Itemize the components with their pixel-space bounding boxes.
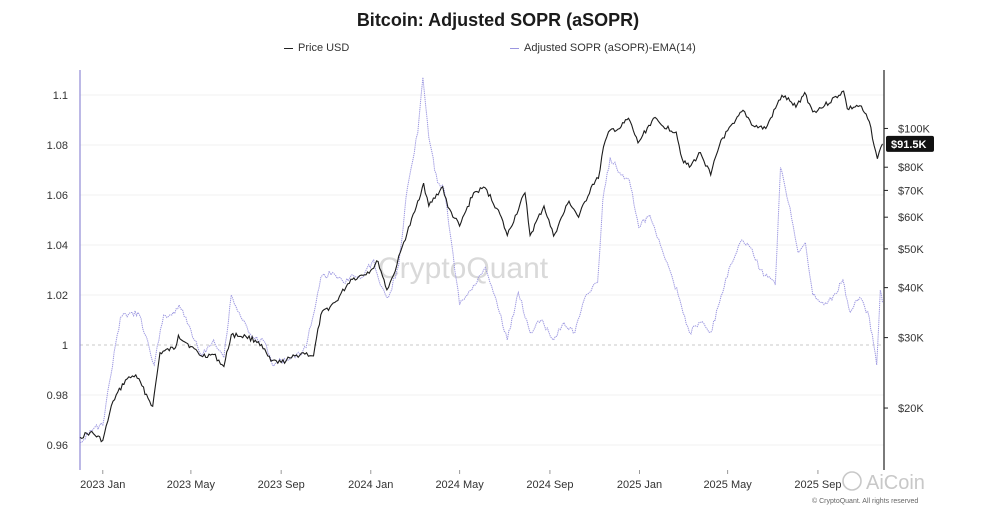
legend-swatch-asopr [510,47,519,49]
current-price-badge-label: $91.5K [891,139,927,151]
right-tick-label: $70K [898,185,924,197]
left-tick-label: 1.1 [53,90,68,102]
legend-item-price[interactable]: Price USD [284,42,349,54]
x-tick-label: 2023 Jan [80,479,125,491]
gridlines [80,94,884,446]
cryptoquant-watermark: CryptoQuant [378,252,549,285]
legend-item-asopr[interactable]: Adjusted SOPR (aSOPR)-EMA(14) [510,42,696,54]
left-tick-label: 1.08 [47,140,68,152]
x-tick-label: 2024 May [435,479,484,491]
right-tick-label: $40K [898,283,924,295]
price-series-line[interactable] [79,90,883,443]
x-tick-label: 2024 Sep [526,479,573,491]
asopr-ema-series-line[interactable] [80,77,883,443]
right-axis-ticks: $20K $30K $40K $50K $60K $70K $80K $100K [884,123,930,415]
left-tick-label: 0.98 [47,390,68,402]
x-tick-label: 2023 May [167,479,216,491]
left-tick-label: 1.02 [47,290,68,302]
aicoin-logo-icon [842,471,862,491]
left-tick-label: 1.06 [47,190,68,202]
current-price-badge-bg [886,135,934,152]
right-tick-label: $20K [898,403,924,415]
right-tick-label: $30K [898,333,924,345]
chart-title: Bitcoin: Adjusted SOPR (aSOPR) [356,10,640,30]
left-axis-ticks: 0.96 0.98 1 1.02 1.04 1.06 1.08 1.1 [47,90,68,452]
x-tick-label: 2023 Sep [258,479,305,491]
right-tick-label: $60K [898,212,924,224]
copyright-text: © CryptoQuant. All rights reserved [812,497,918,505]
right-tick-label: $100K [898,123,930,135]
x-axis-ticks: 2023 Jan 2023 May 2023 Sep 2024 Jan 2024 May… [80,470,841,491]
right-tick-label: $80K [898,162,924,174]
x-tick-label: 2025 Jan [617,479,662,491]
right-tick-label: $50K [898,244,924,256]
x-tick-label: 2025 May [703,479,752,491]
current-price-badge: $91.5K [886,135,934,152]
legend-swatch-price [284,47,293,49]
x-tick-label: 2024 Jan [348,479,393,491]
left-tick-label: 0.96 [47,440,68,452]
left-tick-label: 1 [62,340,68,352]
aicoin-logo: AiCoin [842,471,925,494]
x-tick-label: 2025 Sep [794,479,841,491]
legend: Price USD Adjusted SOPR (aSOPR)-EMA(14) [0,42,996,58]
aicoin-logo-text: AiCoin [866,472,925,494]
legend-label-price: Price USD [298,42,350,54]
legend-label-asopr: Adjusted SOPR (aSOPR)-EMA(14) [524,42,696,54]
left-tick-label: 1.04 [47,240,68,252]
